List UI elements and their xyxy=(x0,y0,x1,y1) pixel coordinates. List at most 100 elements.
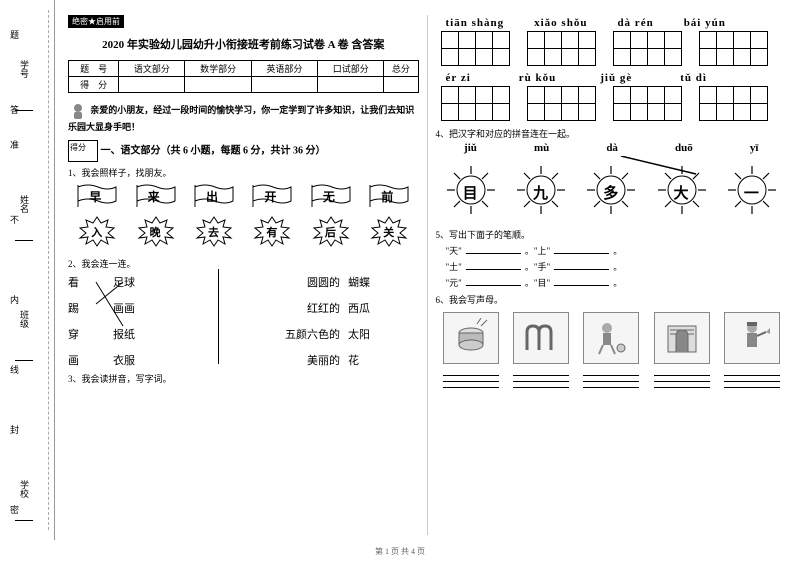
sidebar-line xyxy=(15,240,33,241)
blank[interactable] xyxy=(466,276,521,286)
fill-row: "土"。"手"。 xyxy=(446,260,788,273)
question-4: 4、把汉字和对应的拼音连在一起。 xyxy=(436,127,788,140)
pinyin: rù kǒu xyxy=(519,72,557,84)
table-row: 题 号 语文部分 数学部分 英语部分 口试部分 总分 xyxy=(69,61,419,77)
grid-row-2 xyxy=(442,87,788,121)
blank[interactable] xyxy=(466,244,521,254)
char-grid[interactable] xyxy=(700,87,768,121)
grid-row-1 xyxy=(442,32,788,66)
pinyin-row-2: ér zi rù kǒu jiǔ gè tǔ dì xyxy=(446,72,788,84)
sidebar-mark: 内 xyxy=(8,295,21,304)
td[interactable] xyxy=(185,77,251,93)
page-content: 绝密★启用前 2020 年实验幼儿园幼升小衔接班考前练习试卷 A 卷 含答案 题… xyxy=(60,15,795,535)
td: 得 分 xyxy=(69,77,119,93)
sun-pinyin-row: jiǔ mù dà duō yī xyxy=(436,142,788,154)
sun-pinyin: yī xyxy=(750,142,759,154)
match-item: 五颜六色的 xyxy=(238,326,340,342)
page-footer: 第 1 页 共 4 页 xyxy=(0,546,800,557)
picture-m xyxy=(513,312,569,364)
burst: 晚 xyxy=(135,215,177,247)
sidebar-mark: 不 xyxy=(8,215,21,224)
flags-row: 早 来 出 开 无 前 xyxy=(68,183,419,209)
sun: 目 xyxy=(443,162,499,218)
picture-gate xyxy=(654,312,710,364)
section-header: 得分 一、语文部分（共 6 小题，每题 6 分，共计 36 分） xyxy=(68,140,419,162)
score-box[interactable]: 得分 xyxy=(68,140,98,162)
pinyin: xiǎo shǒu xyxy=(534,17,587,29)
flag: 开 xyxy=(251,183,293,209)
match-item: 圆圆的 xyxy=(238,274,340,290)
char-grid[interactable] xyxy=(528,32,596,66)
match-item: 美丽的 xyxy=(238,352,340,368)
sidebar-mark: 答 xyxy=(8,105,21,114)
sidebar-label-0: 学号 xyxy=(18,60,31,78)
match-area: 看 踢 穿 画 足球 画画 报纸 衣服 圆圆的 红红的 五颜六色的 美丽的 蝴蝶… xyxy=(68,274,419,368)
sidebar-mark: 封 xyxy=(8,425,21,434)
blank[interactable] xyxy=(554,244,609,254)
match-item: 红红的 xyxy=(238,300,340,316)
divider xyxy=(218,269,219,364)
th: 口试部分 xyxy=(318,61,384,77)
bursts-row: 入 晚 去 有 后 关 xyxy=(68,215,419,247)
td[interactable] xyxy=(119,77,185,93)
write-box[interactable] xyxy=(513,370,569,388)
match-item: 蝴蝶 xyxy=(348,274,398,290)
blank[interactable] xyxy=(466,260,521,270)
sidebar-label-3: 学校 xyxy=(18,480,31,498)
match-lines xyxy=(68,274,218,364)
match-item: 花 xyxy=(348,352,398,368)
sun: 大 xyxy=(654,162,710,218)
char-grid[interactable] xyxy=(614,32,682,66)
sun-pinyin: dà xyxy=(606,142,618,154)
dash-line xyxy=(48,10,49,530)
fill-row: "天"。"上"。 xyxy=(446,244,788,257)
pinyin-row-1: tiān shàng xiǎo shǒu dà rén bái yún xyxy=(446,17,788,29)
pinyin: ér zi xyxy=(446,72,471,84)
blank[interactable] xyxy=(554,260,609,270)
write-box[interactable] xyxy=(724,370,780,388)
sun-pinyin: duō xyxy=(675,142,693,154)
binding-sidebar: 题 学号 答 准 姓名 不 内 班级 线 封 学校 密 xyxy=(0,0,55,540)
td[interactable] xyxy=(251,77,317,93)
sidebar-mark: 题 xyxy=(8,30,21,39)
sidebar-line xyxy=(15,520,33,521)
th: 英语部分 xyxy=(251,61,317,77)
th: 题 号 xyxy=(69,61,119,77)
sidebar-label-1: 姓名 xyxy=(18,195,31,213)
write-box[interactable] xyxy=(583,370,639,388)
secrecy-tag: 绝密★启用前 xyxy=(68,15,124,28)
section-title: 一、语文部分（共 6 小题，每题 6 分，共计 36 分） xyxy=(101,145,326,156)
sidebar-mark: 准 xyxy=(8,140,21,149)
question-2: 2、我会连一连。 xyxy=(68,257,419,270)
char-grid[interactable] xyxy=(442,32,510,66)
blank[interactable] xyxy=(554,276,609,286)
pinyin: tiān shàng xyxy=(446,17,505,29)
th: 数学部分 xyxy=(185,61,251,77)
char-grid[interactable] xyxy=(700,32,768,66)
sidebar-label-2: 班级 xyxy=(18,310,31,328)
td[interactable] xyxy=(384,77,418,93)
char-grid[interactable] xyxy=(614,87,682,121)
match-col-4: 蝴蝶 西瓜 太阳 花 xyxy=(348,274,398,368)
sun: 九 xyxy=(513,162,569,218)
char-grid[interactable] xyxy=(442,87,510,121)
char-grid[interactable] xyxy=(528,87,596,121)
flag: 前 xyxy=(368,183,410,209)
sidebar-mark: 密 xyxy=(8,505,21,514)
suns-row: 目 九 多 大 一 xyxy=(436,162,788,218)
pictures-row xyxy=(436,312,788,364)
sun: 多 xyxy=(583,162,639,218)
burst: 关 xyxy=(368,215,410,247)
flag: 早 xyxy=(76,183,118,209)
write-box[interactable] xyxy=(443,370,499,388)
question-5: 5、写出下面子的笔顺。 xyxy=(436,228,788,241)
pinyin: bái yún xyxy=(684,17,726,29)
td[interactable] xyxy=(318,77,384,93)
burst: 有 xyxy=(251,215,293,247)
right-column: tiān shàng xiǎo shǒu dà rén bái yún ér z… xyxy=(428,15,796,535)
question-1: 1、我会照样子，找朋友。 xyxy=(68,166,419,179)
write-box[interactable] xyxy=(654,370,710,388)
th: 语文部分 xyxy=(119,61,185,77)
sun-pinyin: jiǔ xyxy=(464,142,477,154)
intro-span: 亲爱的小朋友，经过一段时间的愉快学习，你一定学到了许多知识，让我们去知识乐园大显… xyxy=(68,105,414,132)
